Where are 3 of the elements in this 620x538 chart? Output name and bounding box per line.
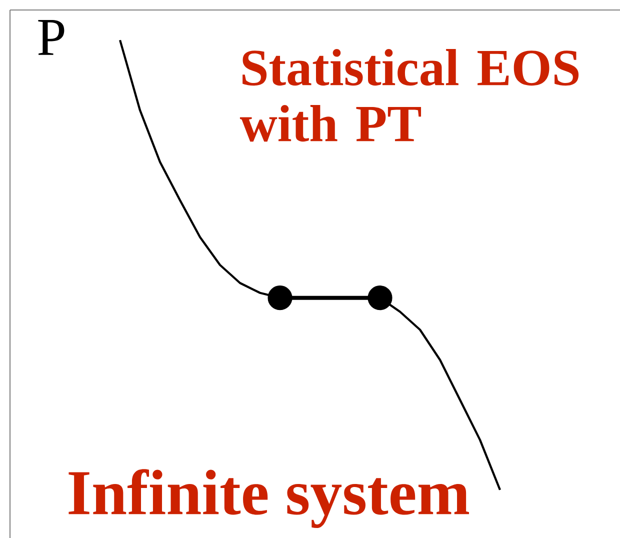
annotation: Infinite system: [68, 469, 470, 528]
y-axis-title: P: [38, 20, 64, 55]
text: Statistical EOS with PT: [240, 49, 579, 142]
